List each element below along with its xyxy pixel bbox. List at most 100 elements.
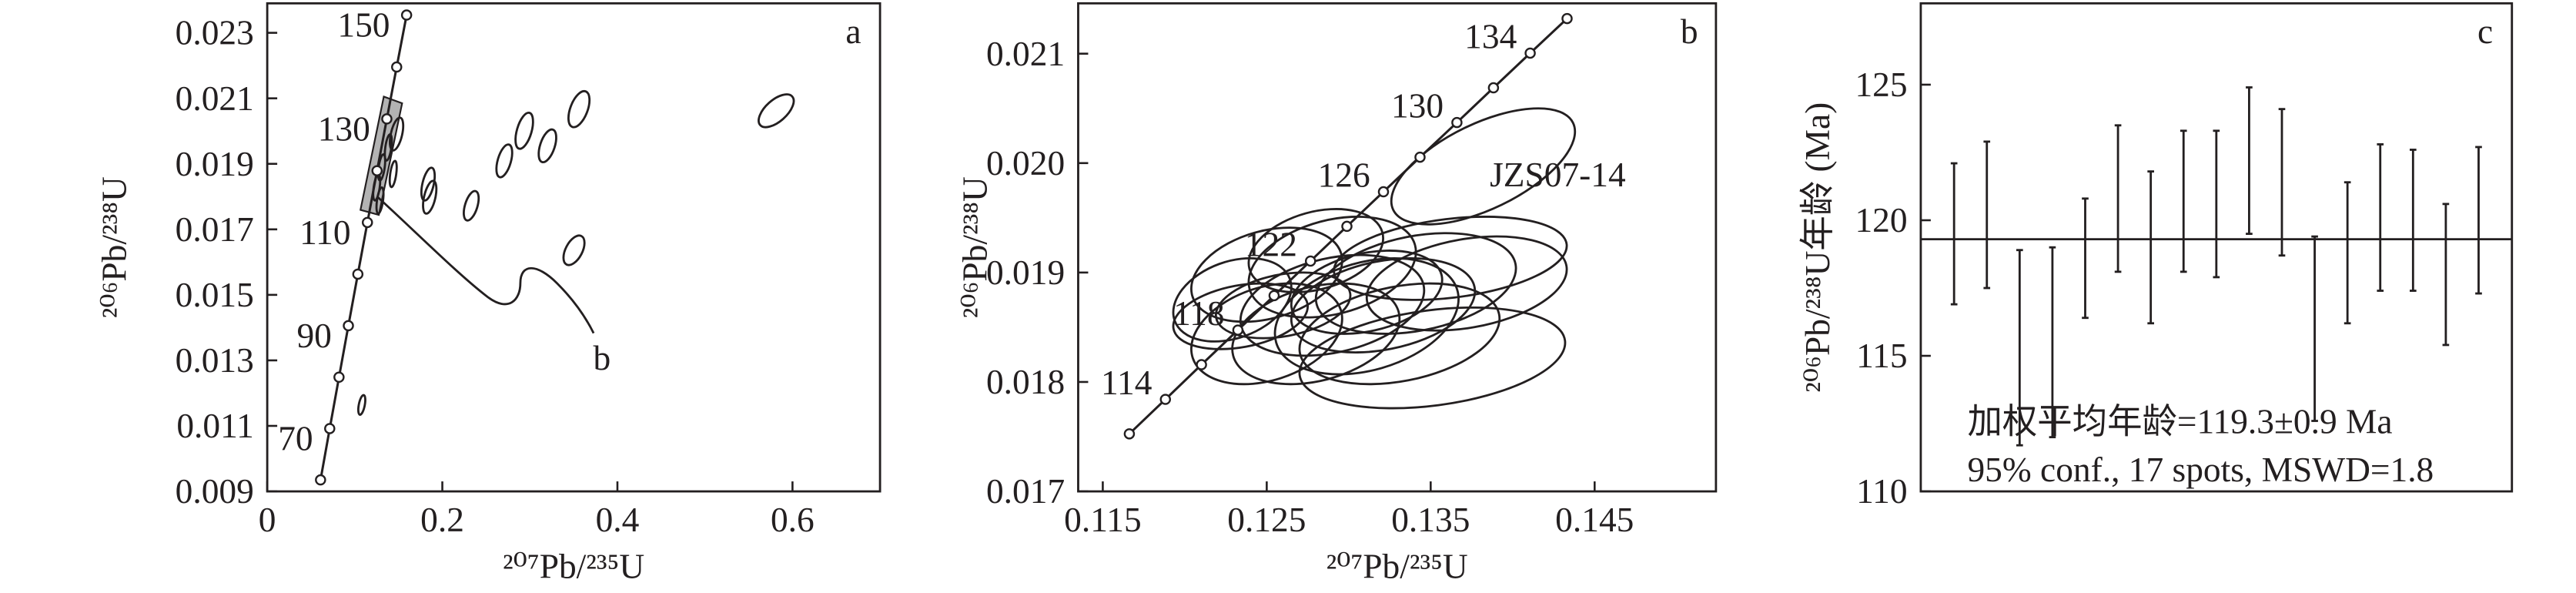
- age-label: 126: [1318, 156, 1370, 195]
- error-ellipse: [356, 394, 366, 416]
- y-tick-label: 0.018: [986, 363, 1065, 401]
- y-tick-label: 0.009: [176, 472, 254, 511]
- concordia-node: [324, 423, 336, 434]
- error-ellipse: [388, 159, 398, 189]
- leader-line: [376, 196, 595, 334]
- concordia-node: [1196, 359, 1207, 370]
- error-ellipse: [495, 143, 514, 179]
- y-tick-label: 0.023: [176, 14, 254, 52]
- concordia-node: [1123, 428, 1136, 440]
- error-ellipse: [1290, 256, 1477, 354]
- error-ellipse: [389, 116, 405, 152]
- age-label: 122: [1245, 225, 1297, 263]
- concordia-node: [371, 165, 383, 176]
- x-tick-label: 0.115: [1064, 501, 1141, 539]
- x-tick-label: 0.4: [596, 501, 640, 539]
- error-ellipse: [1190, 282, 1343, 386]
- annotation: b: [594, 339, 611, 377]
- error-ellipse: [1273, 256, 1460, 376]
- error-ellipse: [1333, 216, 1568, 301]
- y-tick-label: 0.020: [986, 144, 1065, 183]
- age-label: 70: [278, 420, 313, 458]
- age-label: 90: [296, 317, 331, 355]
- error-ellipse: [1390, 107, 1577, 226]
- y-tick-label: 0.017: [176, 210, 254, 249]
- y-axis-label: ²⁰⁶Pb/²³⁸U: [95, 176, 133, 318]
- y-tick-label: 0.017: [986, 472, 1065, 511]
- error-ellipse: [422, 179, 438, 215]
- age-label: 114: [1101, 364, 1152, 402]
- plot-frame: [1919, 2, 2514, 493]
- y-tick-label: 115: [1856, 337, 1907, 375]
- concordia-curve: [319, 15, 408, 481]
- error-ellipse: [562, 234, 586, 266]
- panel-label: c: [2477, 12, 2493, 51]
- concordia-node: [390, 61, 403, 73]
- x-tick-label: 0.2: [420, 501, 464, 539]
- panel-label: a: [845, 12, 861, 51]
- concordia-node: [381, 113, 393, 125]
- y-tick-label: 0.019: [176, 145, 254, 183]
- concordia-node: [361, 216, 373, 229]
- plot-frame: [266, 2, 882, 493]
- concordia-node: [400, 9, 413, 21]
- concordia-node: [1451, 116, 1463, 129]
- y-axis-label: ²⁰⁶Pb/²³⁸U年龄 (Ma): [1798, 102, 1837, 393]
- error-ellipse: [1298, 306, 1567, 410]
- y-tick-label: 0.021: [176, 79, 254, 118]
- error-ellipse: [758, 93, 795, 129]
- concordia-node: [315, 474, 326, 486]
- concordia-node: [1232, 324, 1244, 336]
- panel-label: b: [1681, 12, 1698, 51]
- plot-area: [1123, 12, 1577, 440]
- x-axis-label: ²⁰⁷Pb/²³⁵U: [503, 548, 644, 586]
- age-label: 130: [1391, 87, 1444, 126]
- concordia-node: [1304, 255, 1316, 267]
- x-axis-label: ²⁰⁷Pb/²³⁵U: [1326, 548, 1468, 586]
- concordia-node: [1159, 394, 1172, 405]
- y-axis-label: ²⁰⁶Pb/²³⁸U: [956, 176, 995, 318]
- sample-label: JZS07-14: [1490, 156, 1626, 194]
- error-ellipse: [1214, 271, 1352, 340]
- x-tick-label: 0.125: [1227, 501, 1306, 539]
- age-label: 110: [299, 213, 350, 252]
- concordia-node: [352, 268, 364, 280]
- error-ellipse: [567, 89, 591, 129]
- concordia-node: [1487, 82, 1500, 94]
- x-tick-label: 0.145: [1555, 501, 1634, 539]
- age-label: 150: [337, 6, 390, 45]
- y-tick-label: 110: [1856, 472, 1907, 511]
- concordia-node: [343, 320, 354, 332]
- x-tick-label: 0: [259, 501, 276, 539]
- error-ellipse: [375, 186, 385, 215]
- age-label: 134: [1464, 17, 1517, 55]
- age-label: 118: [1173, 294, 1224, 333]
- error-ellipse: [1365, 235, 1568, 332]
- concordia-node: [1377, 186, 1390, 198]
- error-ellipse: [514, 111, 534, 150]
- error-ellipse: [1298, 282, 1501, 386]
- y-tick-label: 0.019: [986, 253, 1065, 292]
- plot-frame: [1077, 2, 1718, 493]
- y-tick-label: 0.013: [176, 341, 254, 380]
- y-tick-label: 125: [1855, 65, 1907, 104]
- y-tick-label: 120: [1855, 201, 1907, 240]
- concordia-node: [1561, 12, 1573, 25]
- concordia-node: [1524, 47, 1536, 59]
- concordia-node: [1268, 290, 1280, 302]
- error-ellipse: [537, 128, 557, 164]
- plot-area: [315, 9, 795, 486]
- annotation: 加权平均年龄=119.3±0.9 Ma: [1967, 402, 2392, 441]
- error-ellipse: [462, 189, 480, 222]
- y-tick-label: 0.011: [176, 407, 253, 445]
- x-tick-label: 0.6: [771, 501, 815, 539]
- y-tick-label: 0.021: [986, 35, 1065, 73]
- concordia-node: [1414, 151, 1426, 163]
- age-label: 130: [318, 110, 370, 149]
- concordia-node: [1341, 220, 1353, 233]
- y-tick-label: 0.015: [176, 276, 254, 314]
- x-tick-label: 0.135: [1391, 501, 1470, 539]
- error-ellipse: [1247, 216, 1417, 319]
